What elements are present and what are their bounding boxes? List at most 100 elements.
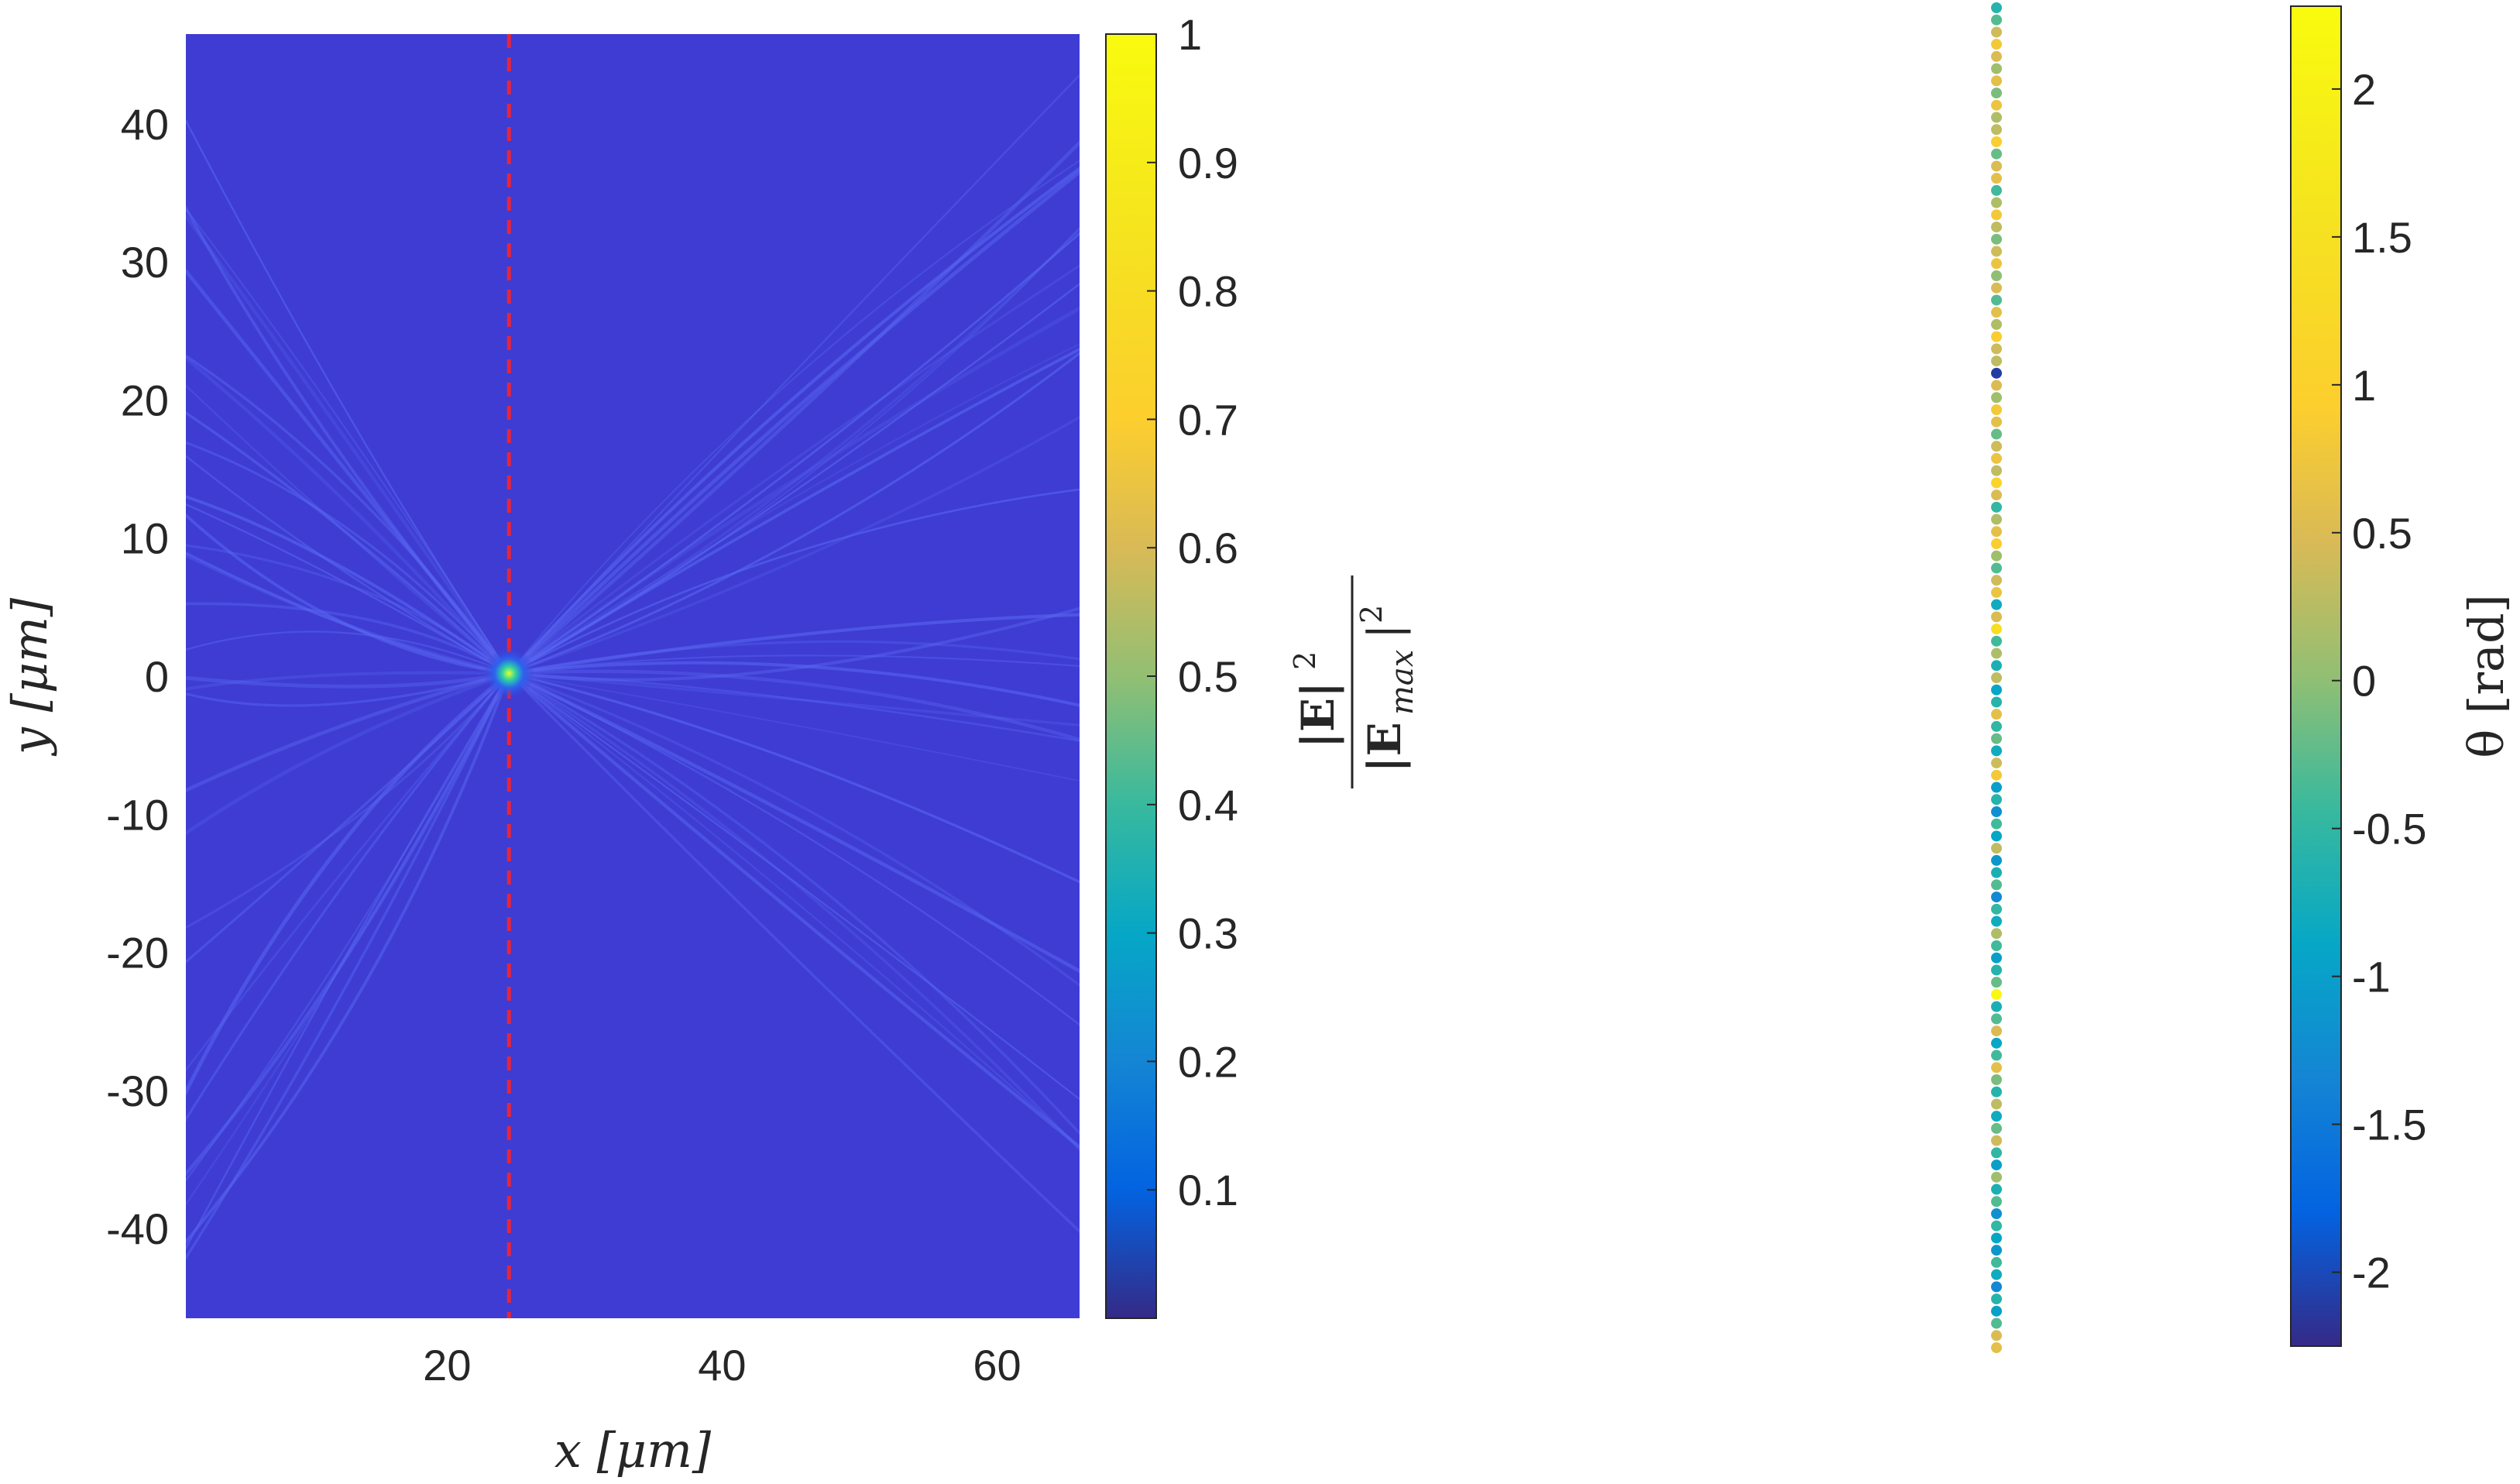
theta-colorbar: -2 -1.5 -1 -0.5 0 0.5 1 1.5 2 θ [rad] [2290, 5, 2515, 1347]
scatter-point [1991, 843, 2002, 854]
colorbar-tick-label: 0.8 [1178, 267, 1238, 316]
x-axis-label: x [μm] [554, 1422, 712, 1479]
ray-streak [508, 672, 1080, 988]
ray-streak [508, 672, 1080, 974]
ray-streak [186, 672, 510, 689]
scatter-point [1991, 879, 2002, 891]
intensity-colorbar-ticks: 0.1 0.2 0.3 0.4 0.5 0.6 0.7 0.8 0.9 1 [1147, 10, 1238, 1214]
scatter-point [1991, 1074, 2002, 1085]
colorbar-tick-label: 0.3 [1178, 909, 1238, 958]
ray-streak [186, 495, 510, 675]
scatter-point [1991, 806, 2002, 817]
scatter-point [1991, 136, 2002, 147]
ray-streak [508, 352, 1080, 675]
scatter-point [1991, 197, 2002, 208]
scatter-point [1991, 1281, 2002, 1293]
scatter-point [1991, 1037, 2002, 1049]
scatter-point [1991, 246, 2002, 257]
scatter-point [1991, 233, 2002, 245]
ray-streak [186, 630, 510, 675]
scatter-point [1991, 672, 2002, 683]
scatter-point [1991, 331, 2002, 342]
scatter-point [1991, 562, 2002, 574]
theta-colorbar-tick-label: -1 [2352, 953, 2391, 1001]
theta-colorbar-ticks: -2 -1.5 -1 -0.5 0 0.5 1 1.5 2 [2332, 65, 2427, 1297]
scatter-point [1991, 830, 2002, 842]
ray-streak [186, 672, 510, 1122]
ray-streak [186, 503, 510, 675]
scatter-point [1991, 1208, 2002, 1219]
scatter-point [1991, 977, 2002, 988]
theta-colorbar-tick-label: -2 [2352, 1249, 2391, 1297]
scatter-point [1991, 1269, 2002, 1280]
scatter-point [1991, 112, 2002, 123]
scatter-point [1991, 222, 2002, 233]
theta-colorbar-gradient [2290, 5, 2342, 1347]
colorbar-tick-label: 0.9 [1178, 139, 1238, 187]
ray-streak [507, 139, 1080, 675]
scatter-point [1991, 184, 2002, 196]
scatter-point [1991, 854, 2002, 866]
scatter-point [1991, 367, 2002, 379]
colorbar-tick-label: 0.7 [1178, 395, 1238, 444]
ray-streak [186, 207, 510, 675]
ray-streak [508, 672, 1080, 1149]
scatter-point [1991, 623, 2002, 635]
y-tick-label: -10 [106, 790, 169, 839]
ray-streak [186, 671, 510, 691]
colorbar-tick-label: 0.5 [1178, 652, 1238, 701]
ray-streak [186, 672, 510, 1182]
scatter-point [1991, 769, 2002, 781]
scatter-point [1991, 952, 2002, 964]
scatter-point [1991, 124, 2002, 136]
scatter-point [1991, 160, 2002, 172]
y-tick-label: 10 [121, 514, 169, 563]
scatter-point [1991, 490, 2002, 501]
intensity-heatmap: 20 40 60 -40 -30 -20 -10 0 10 20 30 40 x [μm] y [μ… [2, 34, 1080, 1479]
scatter-point [1991, 294, 2002, 306]
scatter-point [1991, 318, 2002, 330]
scatter-point [1991, 903, 2002, 915]
ray-streak [186, 441, 510, 675]
scatter-point [1991, 964, 2002, 976]
ray-streak [508, 672, 1080, 1152]
ray-streak [186, 672, 510, 1097]
scatter-point [1991, 720, 2002, 732]
ray-streak [509, 672, 1080, 727]
theta-colorbar-tick-label: 1.5 [2352, 213, 2412, 262]
ray-streak [186, 213, 510, 675]
ray-streak [509, 672, 1080, 742]
y-tick-label: -30 [106, 1067, 169, 1115]
scatter-point [1991, 757, 2002, 769]
x-tick-label: 20 [423, 1341, 471, 1390]
scatter-point [1991, 380, 2002, 391]
ray-streak [508, 264, 1080, 675]
scatter-point [1991, 307, 2002, 318]
scatter-point [1991, 611, 2002, 623]
scatter-point [1991, 1159, 2002, 1171]
ray-streak [507, 672, 1080, 1149]
ray-streak [186, 672, 510, 929]
ray-streak [186, 602, 510, 675]
scatter-point [1991, 526, 2002, 538]
scatter-point [1991, 270, 2002, 281]
colorbar-label-numerator-sup: 2 [1288, 651, 1322, 670]
scatter-point [1991, 1342, 2002, 1353]
scatter-point [1991, 88, 2002, 99]
scatter-point [1991, 63, 2002, 74]
ray-streak [507, 169, 1080, 675]
scatter-point [1991, 867, 2002, 878]
scatter-point [1991, 1098, 2002, 1110]
scatter-point [1991, 891, 2002, 903]
scatter-point [1991, 1330, 2002, 1341]
ray-streak [186, 672, 510, 707]
ray-streak [186, 672, 510, 1261]
scatter-point [1991, 282, 2002, 294]
theta-colorbar-tick-label: -1.5 [2352, 1101, 2427, 1149]
scatter-point [1991, 1135, 2002, 1146]
y-tick-label: 0 [145, 652, 169, 701]
scatter-point [1991, 404, 2002, 415]
focus-spot [482, 647, 536, 700]
scatter-point [1991, 514, 2002, 525]
scatter-point [1991, 14, 2002, 26]
